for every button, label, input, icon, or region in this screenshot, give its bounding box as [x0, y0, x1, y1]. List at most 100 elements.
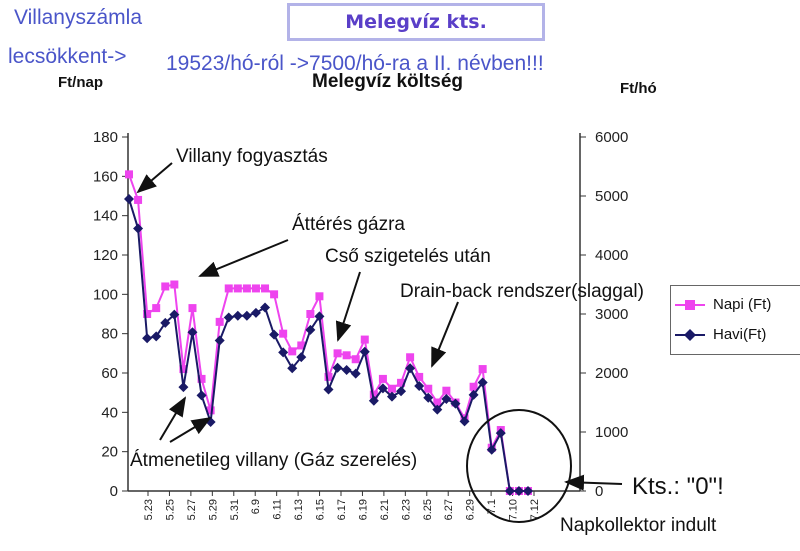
- data-point-havi: [133, 223, 144, 234]
- data-point-napi: [442, 386, 451, 395]
- data-point-havi: [414, 380, 425, 391]
- data-point-havi: [314, 311, 325, 322]
- data-point-napi: [125, 170, 133, 179]
- data-point-napi: [161, 282, 170, 291]
- y-tick-label: 180: [93, 129, 118, 146]
- x-tick-label: 6.17: [336, 499, 348, 520]
- data-point-napi: [288, 347, 297, 356]
- data-point-havi: [423, 392, 434, 403]
- y-tick-label: 80: [101, 326, 118, 343]
- legend-marker-havi: [684, 329, 696, 341]
- legend-marker-napi: [685, 300, 695, 310]
- data-point-havi: [359, 346, 370, 357]
- data-point-havi: [459, 416, 470, 427]
- napkollektor-circle: [466, 409, 572, 523]
- annotation-kts-zero: Kts.: "0"!: [632, 473, 724, 500]
- data-point-napi: [261, 284, 270, 293]
- x-tick-label: 7.1: [486, 499, 498, 514]
- data-point-havi: [523, 486, 533, 496]
- data-point-havi: [405, 363, 416, 374]
- chart-axes: 0 20 40 60 80 100 120 140 160 180 0 1000 2000 3000 400…: [93, 129, 628, 520]
- data-point-napi: [306, 310, 315, 318]
- data-point-napi: [197, 374, 206, 383]
- legend: Napi (Ft) Havi(Ft): [670, 285, 800, 355]
- x-tick-label: 7.10: [508, 499, 520, 520]
- data-point-havi: [214, 335, 225, 346]
- x-tick-label: 5.29: [207, 499, 219, 520]
- annotation-drain-back: Drain-back rendszer(slaggal): [400, 281, 644, 302]
- data-point-havi: [432, 404, 443, 415]
- data-point-havi: [205, 416, 216, 427]
- data-point-napi: [242, 284, 251, 293]
- x-tick-label: 6.19: [357, 499, 369, 520]
- x-tick-label: 6.27: [443, 499, 455, 520]
- data-point-havi: [386, 391, 397, 402]
- data-point-havi: [495, 428, 506, 439]
- x-tick-label: 5.25: [164, 499, 176, 520]
- y-tick-label: 100: [93, 286, 118, 303]
- arrow-atteres-gazra: [198, 239, 289, 277]
- data-point-havi: [296, 352, 307, 363]
- y-tick-label: 0: [110, 483, 118, 500]
- data-point-havi: [332, 362, 343, 373]
- data-point-havi: [341, 365, 352, 376]
- data-point-havi: [169, 309, 180, 320]
- y-axis-label: Ft/nap: [58, 74, 103, 91]
- data-point-napi: [251, 284, 260, 293]
- data-point-napi: [206, 406, 215, 415]
- data-point-havi: [196, 390, 207, 401]
- x-tick-label: 6.29: [465, 499, 477, 520]
- data-point-havi: [477, 377, 488, 388]
- data-point-havi: [441, 393, 452, 404]
- data-point-havi: [450, 398, 461, 409]
- y-tick-label: 40: [101, 404, 118, 421]
- annotation-cso-szigeteles: Cső szigetelés után: [325, 246, 491, 267]
- y2-tick-label: 0: [595, 483, 603, 500]
- x-tick-label: 6.21: [379, 499, 391, 520]
- y-tick-label: 60: [101, 365, 118, 382]
- data-point-napi: [397, 378, 406, 387]
- x-tick-label: 6.23: [400, 499, 412, 520]
- x-tick-label: 6.15: [315, 499, 327, 520]
- headline-line2: lecsökkent->: [8, 45, 127, 68]
- chart-title: Melegvíz költség: [312, 71, 463, 92]
- data-point-havi: [513, 486, 524, 496]
- y2-axis-label: Ft/hó: [620, 80, 657, 97]
- headline-line1: Villanyszámla: [14, 6, 142, 29]
- data-point-havi: [241, 310, 252, 321]
- data-point-napi: [415, 372, 424, 381]
- x-tick-label: 5.27: [186, 499, 198, 520]
- data-point-napi: [188, 304, 197, 313]
- data-point-napi: [360, 335, 369, 344]
- legend-entry-napi: Napi (Ft): [713, 296, 772, 313]
- arrow-atmenetileg-2: [169, 416, 212, 443]
- data-point-napi: [233, 284, 242, 293]
- x-tick-label: 6.11: [272, 499, 284, 520]
- data-point-havi: [142, 333, 153, 344]
- data-point-havi: [350, 368, 361, 379]
- data-point-havi: [178, 382, 189, 393]
- data-point-havi: [305, 324, 316, 335]
- data-point-napi: [179, 365, 188, 374]
- x-tick-label: 7.12: [529, 499, 541, 520]
- data-point-napi: [170, 280, 179, 289]
- data-point-havi: [396, 386, 407, 397]
- x-tick-label: 5.23: [143, 499, 155, 520]
- data-point-havi: [260, 302, 271, 313]
- arrow-drain-back: [431, 301, 459, 368]
- y-tick-label: 20: [101, 444, 118, 461]
- data-point-havi: [368, 395, 379, 406]
- chart-annotation-arrows: [136, 162, 623, 523]
- y2-tick-label: 3000: [595, 306, 628, 323]
- data-point-havi: [468, 389, 479, 400]
- data-point-napi: [387, 384, 396, 393]
- y2-tick-label: 2000: [595, 365, 628, 382]
- y2-tick-label: 6000: [595, 129, 628, 146]
- topic-badge: Melegvíz kts.: [287, 3, 545, 41]
- data-point-havi: [232, 310, 243, 321]
- x-tick-label: 6.9: [250, 499, 262, 514]
- y2-tick-label: 1000: [595, 424, 628, 441]
- data-point-napi: [279, 329, 288, 338]
